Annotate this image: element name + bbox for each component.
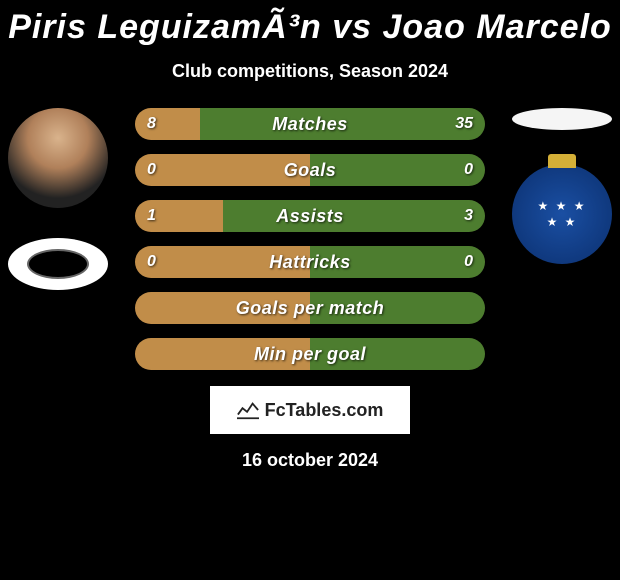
stat-bar: 0 0 Hattricks (135, 246, 485, 278)
stat-label: Min per goal (254, 344, 366, 365)
stat-label: Matches (272, 114, 348, 135)
date-label: 16 october 2024 (0, 450, 620, 471)
subtitle: Club competitions, Season 2024 (0, 61, 620, 82)
stat-value-right: 35 (455, 115, 473, 133)
stat-value-right: 0 (464, 161, 473, 179)
stat-bar: 8 35 Matches (135, 108, 485, 140)
brand-text: FcTables.com (265, 400, 384, 421)
left-player-column (8, 108, 108, 290)
stat-label: Goals (284, 160, 337, 181)
stat-label: Goals per match (236, 298, 385, 319)
comparison-panel: ★ ★ ★ ★ ★ 8 35 Matches 0 0 Goals 1 3 Assists 0 0 Ha… (0, 108, 620, 471)
stat-bar-right-fill (223, 200, 486, 232)
stat-value-right: 0 (464, 253, 473, 271)
stat-bar: Min per goal (135, 338, 485, 370)
stat-label: Assists (276, 206, 344, 227)
stat-value-left: 0 (147, 161, 156, 179)
stat-label: Hattricks (269, 252, 351, 273)
stat-bar-left-fill (135, 108, 200, 140)
stat-bar: 0 0 Goals (135, 154, 485, 186)
player-avatar-left (8, 108, 108, 208)
brand-logo-icon (237, 400, 259, 420)
brand-box: FcTables.com (210, 386, 410, 434)
club-badge-right: ★ ★ ★ ★ ★ (512, 164, 612, 264)
club-badge-stars: ★ ★ ★ (538, 199, 587, 213)
stat-bar: 1 3 Assists (135, 200, 485, 232)
right-player-column: ★ ★ ★ ★ ★ (512, 108, 612, 264)
club-badge-left (8, 238, 108, 290)
stat-value-left: 0 (147, 253, 156, 271)
stat-value-left: 1 (147, 207, 156, 225)
page-title: Piris LeguizamÃ³n vs Joao Marcelo (0, 0, 620, 47)
stat-value-left: 8 (147, 115, 156, 133)
club-badge-left-inner (27, 249, 89, 279)
club-badge-stars: ★ ★ (547, 215, 578, 229)
stat-bar: Goals per match (135, 292, 485, 324)
stat-value-right: 3 (464, 207, 473, 225)
stat-bars-container: 8 35 Matches 0 0 Goals 1 3 Assists 0 0 Hattricks Goa… (135, 108, 485, 370)
player-avatar-right (512, 108, 612, 130)
